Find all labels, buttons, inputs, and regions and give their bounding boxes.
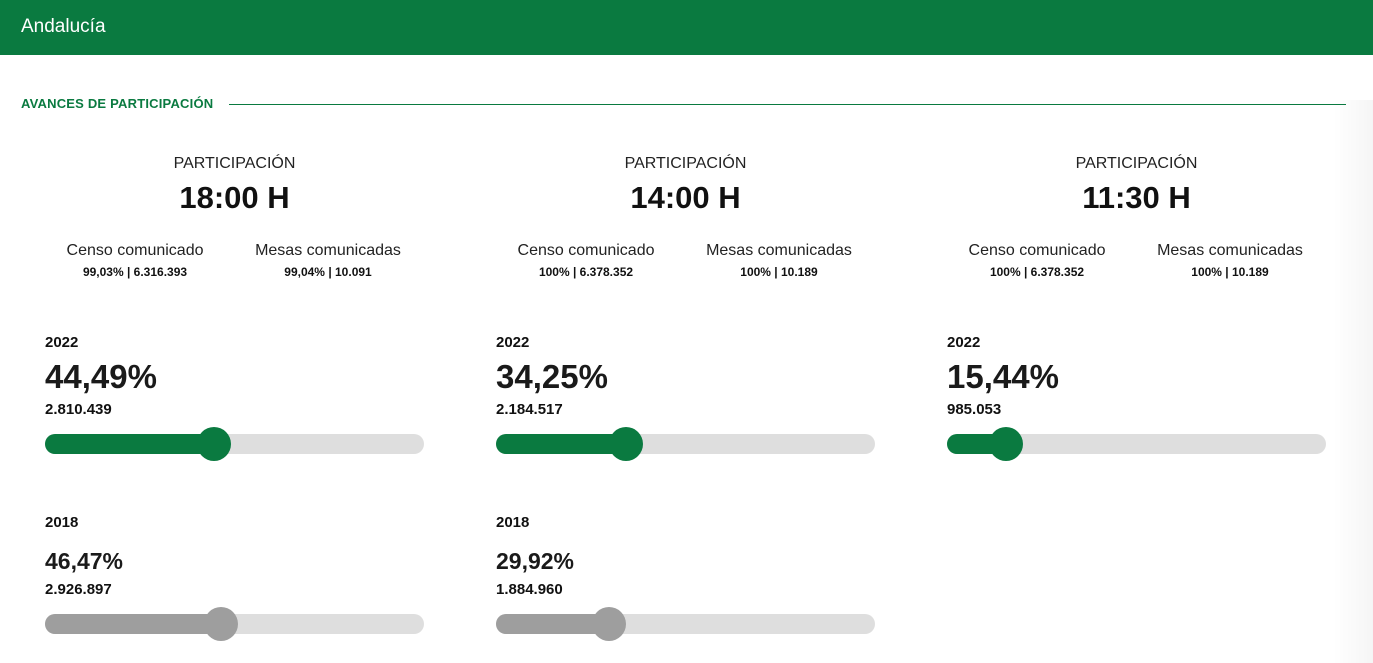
- year-label: 2022: [496, 334, 530, 351]
- previous-year-block: 2018 29,92% 1.884.960: [496, 514, 875, 644]
- mesas-stat: Mesas comunicadas 99,04% | 10.091: [253, 239, 403, 279]
- year-label: 2018: [496, 514, 530, 531]
- participation-percent: 15,44%: [947, 358, 1059, 395]
- participation-bar: [496, 607, 875, 641]
- region-title: Andalucía: [21, 16, 106, 37]
- section-title: AVANCES DE PARTICIPACIÓN: [21, 96, 214, 111]
- mesas-value: 100% | 10.189: [740, 265, 818, 279]
- mesas-stat: Mesas comunicadas 100% | 10.189: [704, 239, 854, 279]
- top-bar: Andalucía: [0, 0, 1373, 55]
- mesas-value: 100% | 10.189: [1191, 265, 1269, 279]
- year-label: 2022: [45, 334, 79, 351]
- participation-column-1800: PARTICIPACIÓN 18:00 H Censo comunicado 9…: [45, 0, 424, 663]
- participation-percent: 34,25%: [496, 358, 608, 395]
- participation-label: PARTICIPACIÓN: [173, 155, 296, 172]
- participation-column-1130: PARTICIPACIÓN 11:30 H Censo comunicado 1…: [947, 0, 1326, 663]
- censo-stat: Censo comunicado 100% | 6.378.352: [511, 239, 661, 279]
- mesas-stat: Mesas comunicadas 100% | 10.189: [1155, 239, 1305, 279]
- mesas-label: Mesas comunicadas: [1157, 242, 1303, 259]
- voter-count: 2.926.897: [45, 581, 112, 598]
- participation-bar: [45, 607, 424, 641]
- edge-shadow: [1333, 100, 1373, 663]
- participation-time: 11:30 H: [1082, 180, 1191, 215]
- censo-stat: Censo comunicado 99,03% | 6.316.393: [60, 239, 210, 279]
- participation-time: 14:00 H: [630, 180, 741, 215]
- censo-label: Censo comunicado: [968, 242, 1106, 259]
- section-divider: [229, 104, 1346, 105]
- censo-value: 99,03% | 6.316.393: [82, 265, 188, 279]
- participation-column-1400: PARTICIPACIÓN 14:00 H Censo comunicado 1…: [496, 0, 875, 663]
- participation-bar-fill: [45, 434, 214, 454]
- participation-bar-fill: [45, 614, 222, 634]
- censo-value: 100% | 6.378.352: [989, 265, 1085, 279]
- censo-value: 100% | 6.378.352: [538, 265, 634, 279]
- participation-bar-knob: [988, 427, 1023, 461]
- participation-bar: [45, 427, 424, 461]
- mesas-label: Mesas comunicadas: [706, 242, 852, 259]
- year-label: 2018: [45, 514, 79, 531]
- participation-percent: 44,49%: [45, 358, 157, 395]
- voter-count: 2.810.439: [45, 401, 112, 418]
- year-label: 2022: [947, 334, 981, 351]
- censo-label: Censo comunicado: [66, 242, 204, 259]
- current-year-block: 2022 34,25% 2.184.517: [496, 334, 875, 464]
- participation-bar-fill: [496, 434, 626, 454]
- participation-bar-knob: [592, 607, 627, 641]
- participation-bar-fill: [496, 614, 610, 634]
- participation-bar-knob: [196, 427, 231, 461]
- participation-percent: 29,92%: [496, 548, 575, 574]
- current-year-block: 2022 44,49% 2.810.439: [45, 334, 424, 464]
- previous-year-block: 2018 46,47% 2.926.897: [45, 514, 424, 644]
- participation-label: PARTICIPACIÓN: [1075, 155, 1198, 172]
- mesas-label: Mesas comunicadas: [255, 242, 401, 259]
- voter-count: 2.184.517: [496, 401, 563, 418]
- participation-bar: [496, 427, 875, 461]
- censo-stat: Censo comunicado 100% | 6.378.352: [962, 239, 1112, 279]
- participation-time: 18:00 H: [179, 180, 290, 215]
- participation-bar-knob: [204, 607, 239, 641]
- mesas-value: 99,04% | 10.091: [284, 265, 372, 279]
- current-year-block: 2022 15,44% 985.053: [947, 334, 1326, 464]
- voter-count: 1.884.960: [496, 581, 563, 598]
- participation-percent: 46,47%: [45, 548, 124, 574]
- participation-bar: [947, 427, 1326, 461]
- voter-count: 985.053: [947, 401, 1002, 418]
- participation-bar-knob: [608, 427, 643, 461]
- censo-label: Censo comunicado: [517, 242, 655, 259]
- participation-label: PARTICIPACIÓN: [624, 155, 747, 172]
